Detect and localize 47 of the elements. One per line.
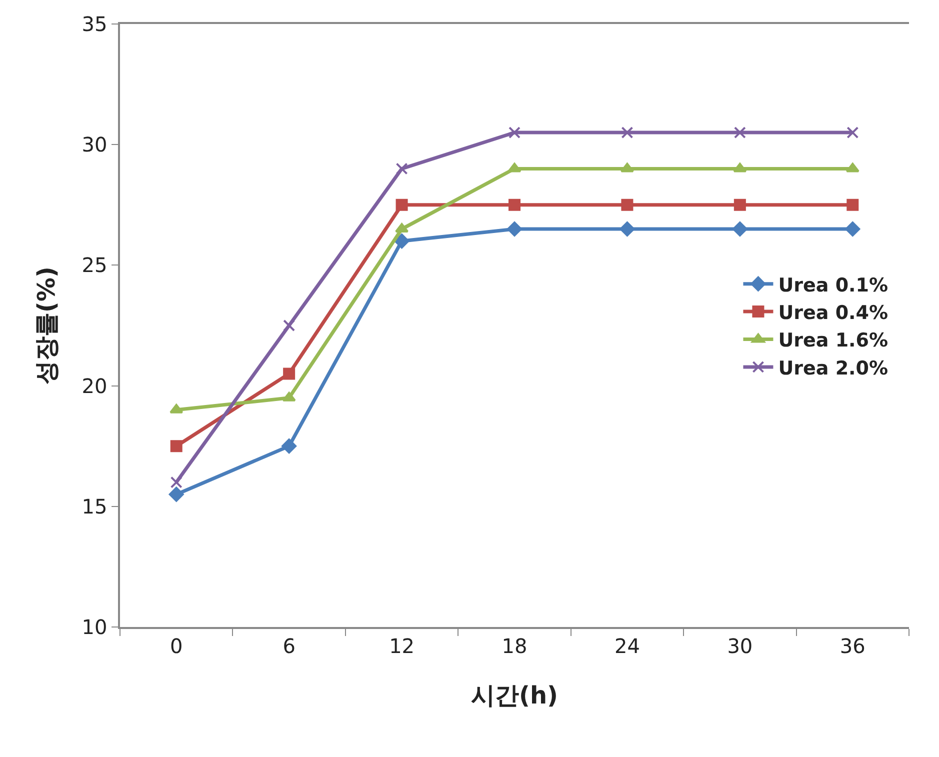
point	[170, 440, 182, 452]
point	[283, 320, 296, 332]
legend-label: Urea 2.0%	[778, 357, 888, 380]
point	[621, 198, 634, 211]
point	[621, 126, 634, 139]
point	[734, 198, 746, 211]
point	[507, 222, 522, 237]
legend-label: Urea 1.6%	[778, 330, 888, 352]
point	[620, 222, 635, 237]
point	[168, 486, 184, 502]
point	[846, 126, 859, 139]
point	[170, 476, 182, 488]
point	[845, 222, 860, 237]
x-axis-title: 시간(h)	[470, 682, 558, 710]
point	[508, 126, 520, 139]
y-tick-label: 20	[82, 374, 108, 398]
point	[508, 162, 522, 172]
point	[846, 198, 859, 211]
y-tick-label: 15	[82, 494, 108, 518]
point	[394, 234, 410, 249]
point	[395, 223, 409, 233]
x-tick-label: 36	[840, 634, 866, 658]
x-tick-label: 12	[389, 634, 415, 658]
y-tick-label: 25	[82, 253, 108, 278]
point	[846, 162, 860, 172]
point	[396, 162, 408, 175]
point	[508, 198, 520, 211]
y-tick-label: 35	[82, 12, 108, 36]
point	[282, 438, 297, 454]
point	[620, 162, 634, 172]
x-tick-label: 24	[614, 634, 640, 658]
y-tick-label: 10	[82, 615, 108, 639]
point	[396, 198, 408, 211]
point	[733, 162, 747, 172]
x-tick-label: 0	[170, 634, 183, 658]
x-tick-label: 6	[282, 634, 296, 658]
point	[734, 126, 746, 139]
point	[170, 404, 184, 414]
x-tick-label: 30	[727, 634, 753, 658]
x-tick-label: 18	[502, 634, 528, 658]
legend-label: Urea 0.4%	[778, 302, 888, 324]
y-tick-label: 30	[82, 132, 108, 157]
y-axis-title: 성장률(%)	[32, 266, 60, 384]
point	[732, 222, 748, 237]
point	[282, 392, 296, 402]
legend-label: Urea 0.1%	[778, 274, 888, 296]
point	[283, 368, 296, 380]
